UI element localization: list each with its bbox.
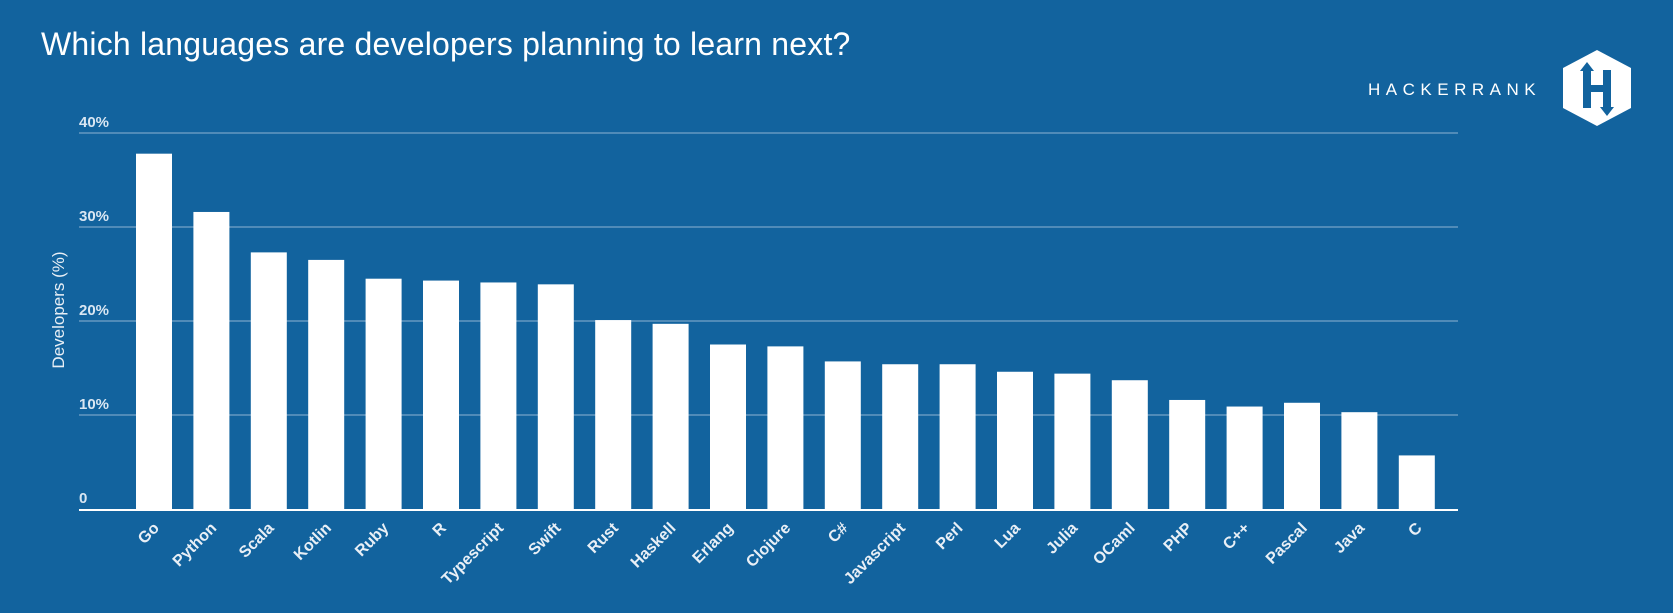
bar-perl <box>939 364 976 509</box>
y-tick-label: 20% <box>79 302 109 319</box>
x-tick-label: Perl <box>933 520 966 553</box>
x-tick-label: Kotlin <box>291 520 335 564</box>
x-tick-label: Lua <box>992 520 1024 552</box>
hackerrank-logo-icon <box>1563 50 1631 126</box>
y-tick-label: 30% <box>79 208 109 225</box>
bar-php <box>1169 399 1206 509</box>
y-tick-label: 40% <box>79 114 109 131</box>
x-tick-label: Erlang <box>690 520 737 567</box>
bar-haskell <box>652 323 689 509</box>
x-tick-label: Haskell <box>628 520 680 572</box>
bar-java <box>1341 412 1378 509</box>
bar-erlang <box>710 344 746 509</box>
chart-title: Which languages are developers planning … <box>41 26 851 62</box>
x-tick-label: Java <box>1331 520 1368 557</box>
x-tick-label: C# <box>825 520 852 547</box>
bar-swift <box>537 284 574 509</box>
x-tick-label: OCaml <box>1090 520 1138 568</box>
bar-python <box>193 211 230 509</box>
bar-kotlin <box>308 259 345 509</box>
bar-c- <box>824 361 861 509</box>
bar-ocaml <box>1111 380 1148 509</box>
y-tick-labels: 0 10% 20% 30% 40% <box>79 114 109 507</box>
bar-rust <box>595 320 632 509</box>
bars <box>136 153 1435 509</box>
bar-javascript <box>882 364 919 509</box>
y-tick-label: 10% <box>79 396 109 413</box>
x-tick-label: Python <box>170 520 220 570</box>
bar-c <box>1398 455 1435 509</box>
bar-clojure <box>767 346 804 509</box>
x-tick-label: Scala <box>236 520 278 562</box>
bar-typescript <box>480 282 517 509</box>
x-tick-label: Javascript <box>841 519 909 587</box>
bar-go <box>136 153 172 509</box>
bar-scala <box>250 252 287 509</box>
x-tick-label: Swift <box>526 519 566 559</box>
x-tick-label: Pascal <box>1263 520 1311 568</box>
bar-julia <box>1054 373 1091 509</box>
brand-name: HACKERRANK <box>1368 80 1542 99</box>
x-tick-label: PHP <box>1161 520 1197 556</box>
y-tick-label: 0 <box>79 490 87 507</box>
x-tick-label: R <box>430 519 451 540</box>
bar-r <box>423 280 459 509</box>
y-axis-label: Developers (%) <box>49 251 68 368</box>
bar-pascal <box>1284 402 1320 509</box>
bar-c- <box>1226 406 1263 509</box>
x-tick-label: Clojure <box>743 520 794 571</box>
x-tick-label: Typescript <box>439 519 508 588</box>
x-tick-label: Julia <box>1043 520 1081 558</box>
x-tick-label: C++ <box>1220 520 1253 553</box>
bar-lua <box>997 371 1033 509</box>
bar-ruby <box>365 278 402 509</box>
x-tick-label: C <box>1405 519 1426 540</box>
x-tick-label: Ruby <box>352 520 392 560</box>
x-tick-label: Go <box>135 520 163 548</box>
x-tick-label: Rust <box>585 519 623 557</box>
